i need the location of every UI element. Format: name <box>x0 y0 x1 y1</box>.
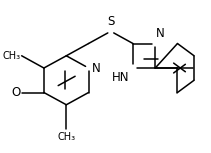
Text: HN: HN <box>112 71 130 84</box>
Text: O: O <box>11 86 20 99</box>
Text: S: S <box>107 15 114 28</box>
Text: CH₃: CH₃ <box>57 132 75 142</box>
Text: N: N <box>92 62 101 75</box>
Text: CH₃: CH₃ <box>2 51 20 61</box>
Text: N: N <box>156 27 165 40</box>
